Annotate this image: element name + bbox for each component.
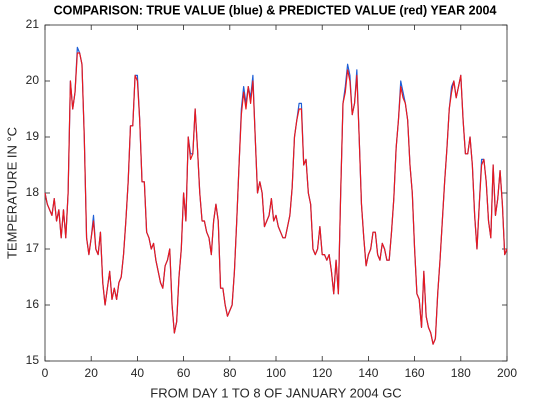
y-tick-label: 19 [26,129,40,143]
y-tick-label: 21 [26,17,40,31]
x-tick-label: 180 [451,366,471,380]
x-tick-label: 0 [42,366,49,380]
y-tick-label: 18 [26,185,40,199]
x-tick-label: 80 [223,366,237,380]
x-axis-label: FROM DAY 1 TO 8 OF JANUARY 2004 GC [150,385,401,400]
y-axis-label: TEMPERATURE IN °C [4,127,19,259]
plot-frame [44,24,508,362]
x-tick-label: 140 [358,366,378,380]
x-tick-label: 120 [312,366,332,380]
y-tick-label: 17 [26,241,40,255]
x-tick-label: 200 [497,366,517,380]
x-tick-label: 40 [131,366,145,380]
x-tick-label: 100 [266,366,286,380]
x-tick-label: 60 [177,366,191,380]
x-tick-label: 20 [85,366,99,380]
y-tick-label: 16 [26,297,40,311]
chart-title: COMPARISON: TRUE VALUE (blue) & PREDICTE… [54,3,497,17]
x-tick-label: 160 [405,366,425,380]
y-tick-label: 15 [26,353,40,367]
data-line [44,52,508,345]
y-tick-label: 20 [26,73,40,87]
